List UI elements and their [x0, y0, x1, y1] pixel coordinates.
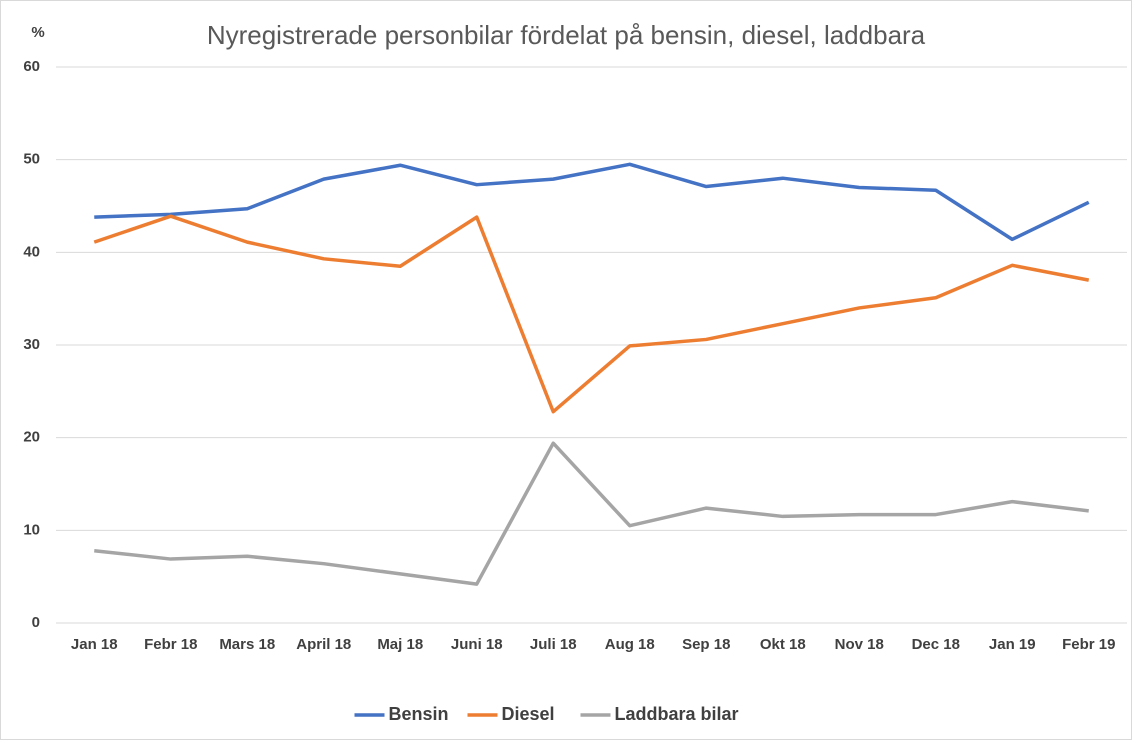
y-tick-label: 10 [23, 521, 40, 538]
chart-title: Nyregistrerade personbilar fördelat på b… [207, 20, 926, 50]
y-tick-label: 30 [23, 336, 40, 353]
x-tick-label: Okt 18 [760, 636, 806, 653]
legend-label: Diesel [502, 704, 555, 724]
y-tick-label: 0 [32, 614, 40, 631]
x-tick-label: Nov 18 [835, 636, 884, 653]
x-tick-label: April 18 [296, 636, 351, 653]
x-tick-label: Sep 18 [682, 636, 730, 653]
x-tick-label: Febr 19 [1062, 636, 1115, 653]
x-tick-label: Febr 18 [144, 636, 197, 653]
x-tick-label: Aug 18 [605, 636, 655, 653]
x-tick-label: Juli 18 [530, 636, 577, 653]
line [93, 214, 1090, 414]
y-tick-label: 20 [23, 429, 40, 446]
y-tick-label: 60 [23, 58, 40, 75]
y-tick-label: 50 [23, 151, 40, 168]
line [94, 441, 1089, 586]
x-tick-label: Dec 18 [912, 636, 960, 653]
legend-label: Bensin [389, 704, 449, 724]
x-tick-label: Maj 18 [377, 636, 423, 653]
x-tick-label: Juni 18 [451, 636, 503, 653]
line [94, 162, 1090, 242]
legend-label: Laddbara bilar [615, 704, 739, 724]
x-tick-label: Jan 18 [71, 636, 118, 653]
y-tick-label: 40 [23, 243, 40, 260]
y-axis-label: % [31, 24, 44, 41]
x-tick-label: Mars 18 [219, 636, 275, 653]
x-tick-label: Jan 19 [989, 636, 1036, 653]
